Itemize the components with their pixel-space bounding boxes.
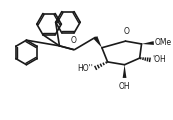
Text: 'OH: 'OH	[152, 55, 166, 65]
Text: HO'': HO''	[78, 64, 93, 73]
Text: O: O	[124, 27, 129, 36]
Text: O: O	[71, 36, 76, 45]
Text: OH: OH	[119, 82, 130, 91]
Polygon shape	[123, 65, 126, 78]
Polygon shape	[142, 41, 154, 45]
Polygon shape	[93, 36, 102, 48]
Text: OMe: OMe	[155, 38, 172, 47]
